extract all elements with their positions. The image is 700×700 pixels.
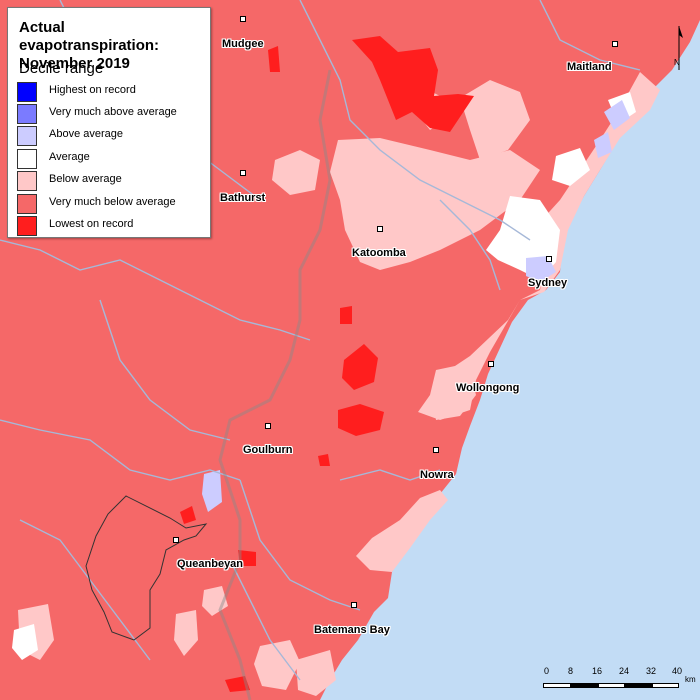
town-marker-batemans-bay [351,602,357,608]
legend-swatch [17,126,37,146]
town-marker-bathurst [240,170,246,176]
legend-swatch [17,194,37,214]
map-legend: Actual evapotranspiration: November 2019… [7,7,211,238]
legend-swatch [17,82,37,102]
ocean [320,20,700,700]
legend-label: Below average [49,173,122,185]
scale-tick-40: 40 [672,666,683,676]
scale-bar: 0 8 16 24 32 40 km [541,666,696,692]
legend-subtitle: Decile range [19,60,104,77]
scale-tick-8: 8 [568,666,574,676]
town-marker-sydney [546,256,552,262]
legend-label: Very much below average [49,196,176,208]
scale-unit: km [685,675,696,684]
north-letter: N [674,58,680,67]
scale-segment [625,683,652,688]
lowest-on-record-areas [180,36,474,692]
legend-swatch [17,104,37,124]
scale-segment [598,683,625,688]
legend-label: Very much above average [49,106,177,118]
north-arrow-icon [678,26,683,70]
legend-swatch [17,171,37,191]
legend-item-very-much-below: Very much below average [17,194,207,214]
below-average-areas [18,72,660,696]
town-marker-mudgee [240,16,246,22]
legend-label: Highest on record [49,84,136,96]
town-label-mudgee: Mudgee [222,38,264,50]
act-boundary [85,495,208,641]
scale-tick-24: 24 [619,666,630,676]
legend-item-above: Above average [17,126,207,146]
town-marker-goulburn [265,423,271,429]
legend-swatch [17,216,37,236]
legend-item-very-much-above: Very much above average [17,104,207,124]
town-label-batemans-bay: Batemans Bay [314,624,390,636]
town-label-maitland: Maitland [567,61,612,73]
town-label-wollongong: Wollongong [456,382,520,394]
ridge-shading [218,69,332,700]
town-marker-wollongong [488,361,494,367]
scale-segment [571,683,598,688]
legend-item-average: Average [17,149,207,169]
town-label-queanbeyan: Queanbeyan [177,558,244,570]
scale-tick-16: 16 [592,666,603,676]
legend-swatch [17,149,37,169]
town-marker-queanbeyan [173,537,179,543]
legend-label: Above average [49,128,123,140]
town-marker-nowra [433,447,439,453]
above-average-areas [202,100,630,512]
town-label-sydney: Sydney [528,277,568,289]
legend-label: Lowest on record [49,218,134,230]
scale-tick-0: 0 [544,666,550,676]
legend-title-line2: November 2019 [19,55,130,72]
legend-label: Average [49,151,90,163]
town-marker-maitland [612,41,618,47]
town-label-goulburn: Goulburn [243,444,293,456]
legend-item-below: Below average [17,171,207,191]
town-marker-katoomba [377,226,383,232]
scale-segment [652,683,679,688]
town-label-katoomba: Katoomba [352,247,406,259]
legend-title-line1: Actual evapotranspiration: [19,19,160,54]
town-label-nowra: Nowra [420,469,454,481]
legend-item-lowest: Lowest on record [17,216,207,236]
legend-title: Actual evapotranspiration: November 2019 [19,19,209,73]
scale-segment [543,683,571,688]
scale-tick-32: 32 [646,666,657,676]
legend-item-highest: Highest on record [17,82,207,102]
town-label-bathurst: Bathurst [220,192,266,204]
